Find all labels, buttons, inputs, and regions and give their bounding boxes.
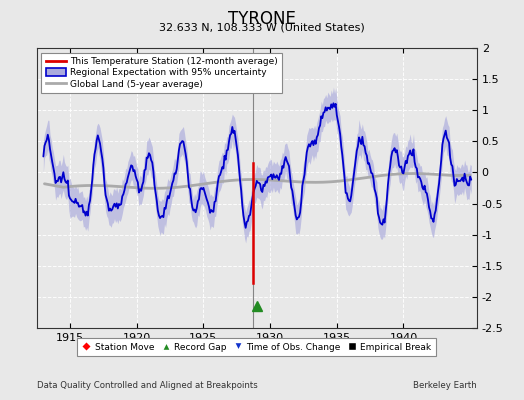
- Text: Berkeley Earth: Berkeley Earth: [413, 381, 477, 390]
- Text: Data Quality Controlled and Aligned at Breakpoints: Data Quality Controlled and Aligned at B…: [37, 381, 257, 390]
- Text: 32.633 N, 108.333 W (United States): 32.633 N, 108.333 W (United States): [159, 22, 365, 32]
- Legend: This Temperature Station (12-month average), Regional Expectation with 95% uncer: This Temperature Station (12-month avera…: [41, 52, 282, 93]
- Legend: Station Move, Record Gap, Time of Obs. Change, Empirical Break: Station Move, Record Gap, Time of Obs. C…: [78, 338, 436, 356]
- Text: TYRONE: TYRONE: [228, 10, 296, 28]
